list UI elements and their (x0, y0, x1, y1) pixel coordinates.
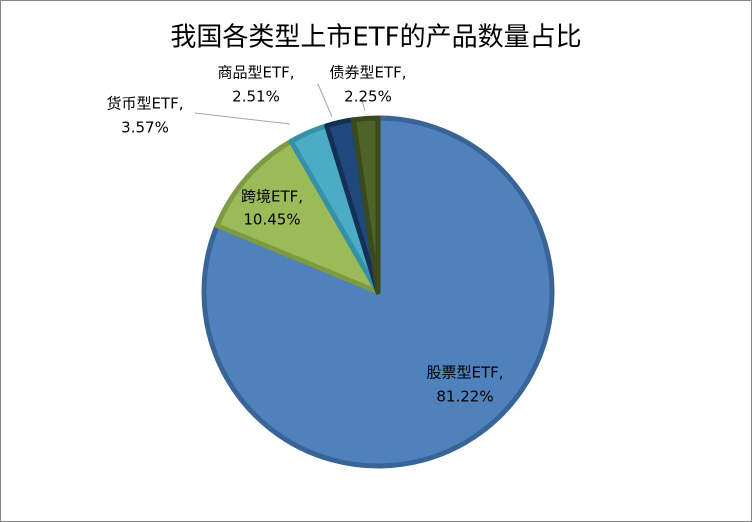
leader-line (361, 99, 366, 112)
leader-line (317, 83, 333, 118)
chart-title: 我国各类型上市ETF的产品数量占比 (170, 23, 581, 53)
data-label-name: 货币型ETF, (106, 95, 183, 113)
leader-line (194, 112, 291, 125)
pie-slice (214, 138, 381, 295)
data-label-value: 3.57% (121, 119, 169, 137)
data-label-value: 10.45% (243, 211, 300, 229)
data-label-name: 债券型ETF, (329, 64, 406, 82)
data-label-value: 2.25% (344, 88, 392, 106)
data-label-name: 跨境ETF, (241, 188, 303, 206)
data-label-value: 81.22% (436, 388, 493, 406)
data-label-name: 股票型ETF, (426, 364, 503, 382)
data-label-value: 2.51% (232, 88, 280, 106)
pie-slice (350, 115, 381, 295)
data-label-name: 商品型ETF, (217, 64, 294, 82)
